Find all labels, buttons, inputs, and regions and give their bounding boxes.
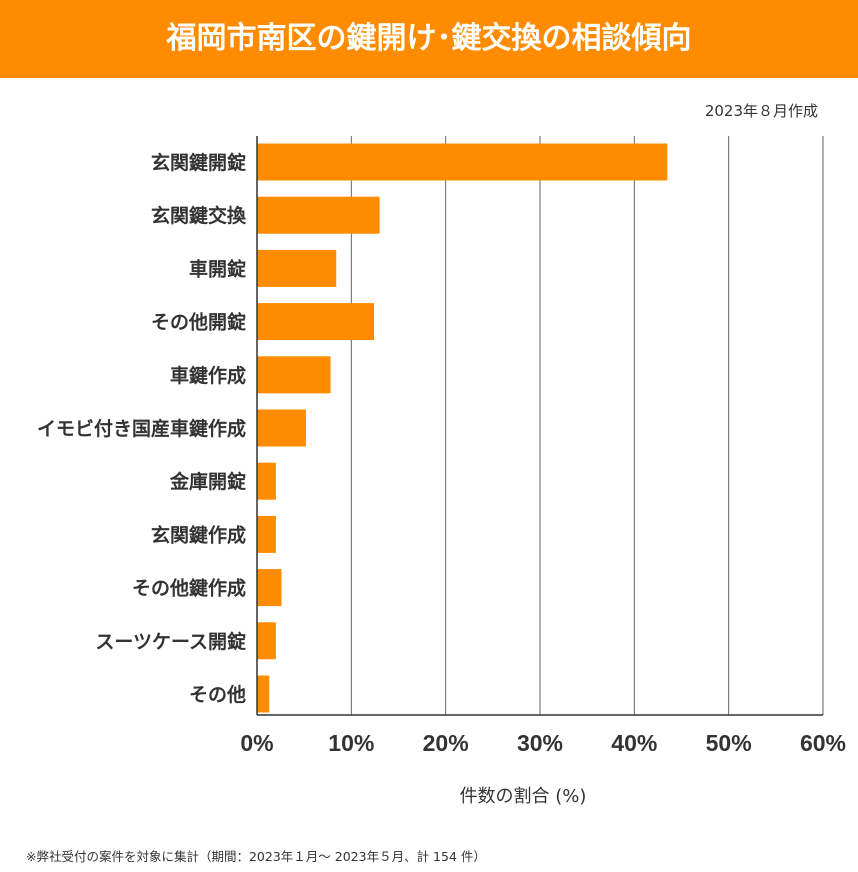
bar [257,143,668,181]
category-label: その他鍵作成 [132,577,246,600]
bar [257,569,282,607]
footnote: ※弊社受付の案件を対象に集計（期間：2023年１月～ 2023年５月、計 154… [26,849,486,864]
x-tick-label: 20% [423,730,469,756]
x-axis-label: 件数の割合 (%) [459,786,587,807]
page-title: 福岡市南区の鍵開け･鍵交換の相談傾向 [166,21,692,56]
category-label: その他開錠 [151,311,246,334]
bar [257,196,380,234]
category-label: 車開錠 [189,257,246,280]
category-label: 玄関鍵作成 [151,523,246,546]
x-tick-label: 30% [517,730,563,756]
created-date: 2023年８月作成 [704,102,818,120]
x-tick-label: 10% [328,730,374,756]
category-label: イモビ付き国産車鍵作成 [37,417,246,440]
bar [257,249,337,287]
category-label: 車鍵作成 [170,364,246,387]
bar [257,515,276,553]
bar [257,409,307,447]
category-label: 玄関鍵開錠 [151,151,246,174]
category-label: その他 [189,683,246,706]
bar [257,303,374,341]
x-tick-label: 40% [611,730,657,756]
x-tick-label: 60% [800,730,846,756]
x-tick-label: 0% [240,730,273,756]
x-tick-label: 50% [706,730,752,756]
bar [257,462,276,500]
bar [257,356,331,394]
category-label: 玄関鍵交換 [151,204,247,227]
category-label: スーツケース開錠 [95,630,246,653]
title-bar: 福岡市南区の鍵開け･鍵交換の相談傾向 [0,0,858,78]
bar [257,675,270,713]
bar [257,622,276,660]
category-label: 金庫開錠 [169,470,246,493]
